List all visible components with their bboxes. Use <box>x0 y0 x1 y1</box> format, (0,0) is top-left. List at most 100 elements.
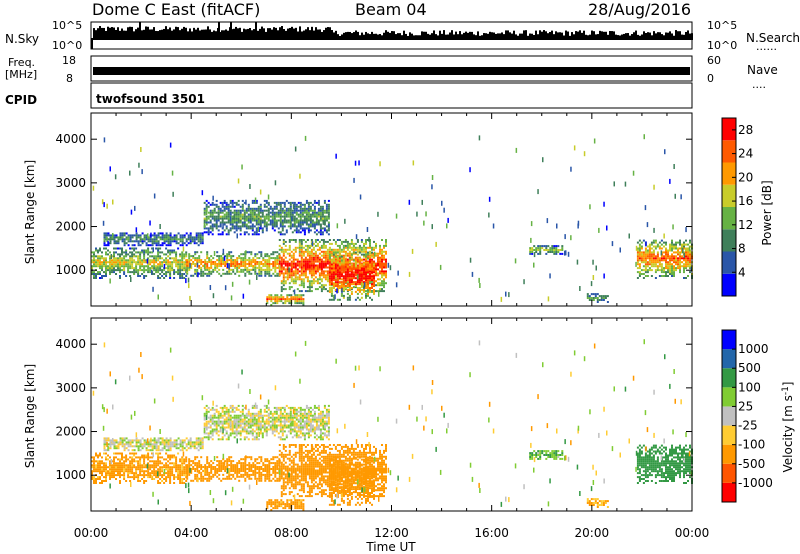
data-cell <box>371 255 373 258</box>
data-cell <box>296 258 299 261</box>
data-cell <box>385 240 387 243</box>
data-cell <box>300 240 303 243</box>
data-cell <box>555 249 558 251</box>
data-cell <box>179 255 182 258</box>
data-cell <box>344 244 347 247</box>
data-cell <box>650 265 653 268</box>
nsky-bar <box>351 33 353 40</box>
data-cell <box>328 242 331 245</box>
data-cell <box>290 286 293 289</box>
nsky-bar <box>527 35 529 40</box>
data-cell <box>281 209 284 212</box>
data-cell <box>196 475 199 478</box>
data-cell <box>155 236 158 239</box>
nsky-bar <box>401 35 403 40</box>
data-cell <box>671 243 673 246</box>
data-cell <box>288 240 291 243</box>
data-cell <box>211 213 214 216</box>
data-cell <box>533 245 536 248</box>
data-cell <box>157 271 160 274</box>
data-cell <box>109 464 111 467</box>
data-cell <box>155 244 158 247</box>
data-cell <box>338 273 341 276</box>
data-cell <box>505 291 507 297</box>
data-cell <box>147 240 150 243</box>
data-cell <box>107 454 109 457</box>
data-cell <box>300 282 303 285</box>
data-cell <box>155 271 158 274</box>
nsky-bar <box>495 33 497 40</box>
data-cell <box>352 252 355 255</box>
data-cell <box>153 470 156 473</box>
data-cell <box>326 262 329 265</box>
nsky-bar <box>167 29 169 40</box>
data-cell <box>282 258 285 261</box>
data-cell <box>241 217 244 220</box>
nsky-bar <box>611 31 613 40</box>
data-cell <box>332 265 335 268</box>
data-cell <box>253 211 256 214</box>
data-cell <box>197 236 200 239</box>
data-cell <box>125 468 128 471</box>
data-cell <box>280 260 283 263</box>
data-cell <box>194 272 197 275</box>
data-cell <box>209 213 212 216</box>
nsky-bar <box>585 34 587 40</box>
data-cell <box>348 261 351 264</box>
nsky-bar <box>305 29 307 40</box>
data-cell <box>236 259 239 262</box>
data-cell <box>93 466 95 469</box>
data-cell <box>125 454 128 457</box>
data-cell <box>165 240 168 243</box>
data-cell <box>648 251 651 254</box>
data-cell <box>689 271 691 274</box>
data-cell <box>185 244 188 247</box>
data-cell <box>186 466 189 468</box>
data-cell <box>332 248 335 251</box>
nsky-bar <box>445 34 447 40</box>
data-cell <box>190 468 193 470</box>
data-cell <box>227 221 230 224</box>
data-cell <box>273 211 276 214</box>
data-cell <box>157 458 160 461</box>
data-cell <box>302 262 305 265</box>
data-cell <box>218 468 221 470</box>
data-cell <box>369 270 371 273</box>
data-cell <box>332 263 335 266</box>
data-cell <box>256 272 259 275</box>
nsky-bar <box>511 33 513 40</box>
data-cell <box>280 248 283 251</box>
data-cell <box>667 271 669 274</box>
data-cell <box>320 268 323 271</box>
data-cell <box>93 464 95 467</box>
data-cell <box>153 460 156 463</box>
data-cell <box>123 476 126 479</box>
data-cell <box>258 227 260 232</box>
data-cell <box>291 209 294 212</box>
data-cell <box>119 261 121 264</box>
data-cell <box>369 265 371 268</box>
data-cell <box>226 475 229 478</box>
data-cell <box>308 290 311 293</box>
data-cell <box>173 454 176 457</box>
data-cell <box>226 257 229 260</box>
nsky-bar <box>691 33 693 40</box>
data-cell <box>238 470 241 472</box>
data-cell <box>244 257 247 260</box>
data-cell <box>586 293 589 296</box>
data-cell <box>113 472 115 475</box>
data-cell <box>155 474 158 477</box>
data-cell <box>638 243 641 246</box>
data-cell <box>163 277 166 279</box>
data-cell <box>103 232 106 235</box>
data-cell <box>311 221 314 224</box>
data-cell <box>179 480 182 482</box>
data-cell <box>282 250 285 253</box>
y-tick-label: 4000 <box>55 132 86 146</box>
data-cell <box>646 257 649 260</box>
data-cell <box>240 464 243 467</box>
data-cell <box>137 466 140 469</box>
data-cell <box>271 207 274 210</box>
data-cell <box>143 240 146 243</box>
data-cell <box>266 253 269 256</box>
